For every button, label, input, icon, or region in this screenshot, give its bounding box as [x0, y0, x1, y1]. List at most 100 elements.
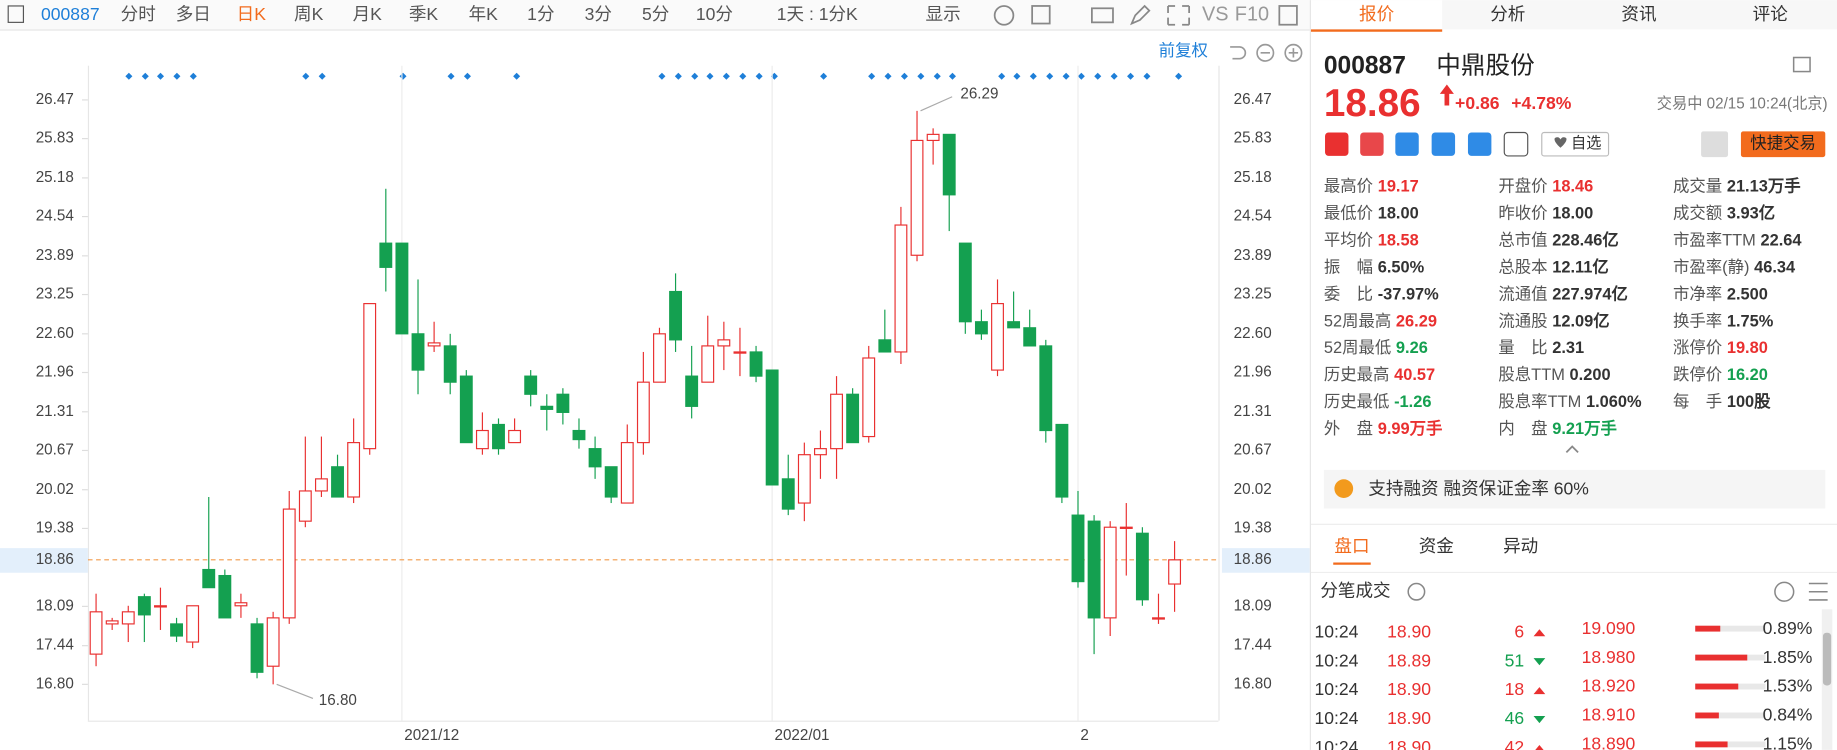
settings-icon[interactable]	[993, 5, 1015, 26]
tag-icon[interactable]	[1395, 132, 1419, 156]
menu-icon[interactable]	[1792, 56, 1811, 73]
coin-icon	[1334, 479, 1354, 499]
display-menu[interactable]: 显示	[926, 4, 961, 24]
period-tab[interactable]: 1分	[527, 4, 554, 24]
draw-icon[interactable]	[1130, 4, 1151, 26]
y2-tick-label: 25.83	[1234, 130, 1272, 147]
trade-status: 交易中 02/15 10:24(北京)	[1657, 94, 1828, 112]
stat-item: 每 手 100股	[1673, 393, 1771, 411]
quick-trade-button[interactable]	[1740, 131, 1826, 158]
collapse-icon[interactable]	[1565, 445, 1579, 453]
stat-item: 市盈率TTM 22.64	[1673, 232, 1802, 250]
candle-body	[363, 303, 377, 450]
y2-tick-label: 23.25	[1234, 286, 1272, 303]
more-icon[interactable]	[1774, 581, 1795, 602]
period-tab[interactable]: 日K	[237, 4, 267, 24]
period-tab[interactable]: 分时	[121, 4, 156, 24]
quick-trade-label: 快捷交易	[1750, 135, 1816, 153]
watchlist-label: 自选	[1571, 135, 1601, 152]
adjust-mode[interactable]: 前复权	[1159, 42, 1208, 60]
price-level: 18.980	[1582, 647, 1636, 667]
y2-tick-label: 24.54	[1234, 208, 1273, 225]
y-tick-label: 20.02	[36, 481, 74, 498]
y-tick-label: 23.89	[36, 247, 74, 264]
candle-body	[89, 611, 103, 655]
period-tab[interactable]: 年K	[469, 4, 499, 24]
y2-tick-label: 22.60	[1234, 325, 1272, 342]
period-tab[interactable]: 季K	[409, 4, 439, 24]
volume-bar-bg	[1695, 712, 1766, 719]
panel-tab[interactable]: 分析	[1490, 4, 1525, 24]
stat-item: 平均价 18.58	[1324, 232, 1419, 250]
stock-code[interactable]: 000887	[41, 4, 100, 24]
stat-value: 100股	[1727, 393, 1771, 411]
tag-icon[interactable]	[1431, 132, 1456, 156]
stat-label: 流通股	[1498, 313, 1547, 331]
panel-tab-list: 报价 分析 资讯 评论	[1359, 4, 1788, 24]
interval-select[interactable]: 1天 : 1分K	[777, 4, 858, 24]
panel-tab[interactable]: 评论	[1753, 4, 1789, 24]
tag-icon[interactable]	[1360, 132, 1384, 156]
y-tick-label: 25.18	[36, 169, 74, 186]
stat-label: 量 比	[1498, 340, 1547, 358]
candle-body	[105, 620, 119, 625]
period-tab[interactable]: 月K	[353, 4, 383, 24]
scrollbar-thumb[interactable]	[1822, 632, 1832, 686]
sidebar-icon[interactable]	[1278, 5, 1298, 26]
zoom-out[interactable]	[1256, 43, 1275, 62]
period-tab[interactable]: 多日	[176, 4, 211, 24]
zoom-in[interactable]	[1284, 43, 1303, 62]
stat-label: 外 盘	[1324, 419, 1373, 438]
candle-body	[1135, 532, 1149, 601]
candle-body	[1055, 423, 1069, 498]
candle-body	[894, 224, 908, 353]
y-tick-label: 26.47	[36, 91, 74, 108]
list-icon[interactable]	[1808, 582, 1828, 601]
margin-text: 支持融资 融资保证金率 60%	[1368, 478, 1589, 498]
camera-icon[interactable]	[1091, 7, 1114, 24]
candle-body	[653, 333, 666, 383]
panel-tab[interactable]: 报价	[1359, 4, 1395, 24]
doc-icon[interactable]	[1503, 131, 1529, 157]
y-tick-label: 19.38	[36, 519, 74, 536]
trade-side	[1533, 629, 1546, 637]
quote-name: 中鼎股份	[1436, 51, 1534, 79]
x-tick-label: 2022/01	[774, 727, 829, 744]
low-label: 16.80	[319, 692, 357, 709]
candle-body	[781, 478, 795, 510]
alert-button[interactable]	[1701, 131, 1729, 158]
section-tab[interactable]: 资金	[1419, 536, 1455, 556]
stat-item: 成交额 3.93亿	[1673, 204, 1775, 223]
stat-value: 228.46亿	[1552, 231, 1619, 250]
candle-body	[1152, 617, 1165, 620]
stat-label: 内 盘	[1498, 419, 1547, 438]
info-icon[interactable]	[1407, 582, 1426, 601]
panel-tab[interactable]: 资讯	[1621, 4, 1656, 24]
tag-icon[interactable]	[1467, 132, 1492, 156]
candle-body	[314, 478, 328, 492]
volume-bar-bg	[1695, 625, 1766, 632]
fullscreen-icon[interactable]	[1167, 5, 1191, 26]
low-pointer	[276, 683, 314, 699]
panel-icon[interactable]	[7, 5, 25, 23]
flag-icon[interactable]	[1325, 132, 1349, 156]
stat-value: 2.31	[1552, 340, 1584, 358]
period-tab[interactable]: 3分	[585, 4, 612, 24]
period-tab[interactable]: 10分	[696, 4, 733, 24]
reset-icon[interactable]	[1230, 46, 1247, 60]
stat-label: 昨收价	[1498, 205, 1547, 223]
layout-icon[interactable]	[1031, 5, 1051, 25]
f10-button[interactable]: F10	[1235, 4, 1269, 26]
trade-price: 18.89	[1387, 650, 1431, 670]
section-tab[interactable]: 盘口	[1334, 536, 1369, 556]
section-tab[interactable]: 异动	[1503, 536, 1538, 556]
period-tab[interactable]: 周K	[294, 4, 324, 24]
vs-button[interactable]: VS	[1202, 4, 1229, 26]
trade-time: 10:24	[1314, 650, 1358, 670]
period-tab[interactable]: 5分	[642, 4, 669, 24]
y2-tick-label: 23.89	[1234, 247, 1272, 264]
stat-label: 开盘价	[1498, 177, 1547, 196]
trade-side	[1535, 744, 1544, 750]
candle-body	[186, 605, 200, 643]
price-change: +0.86	[1455, 93, 1500, 113]
